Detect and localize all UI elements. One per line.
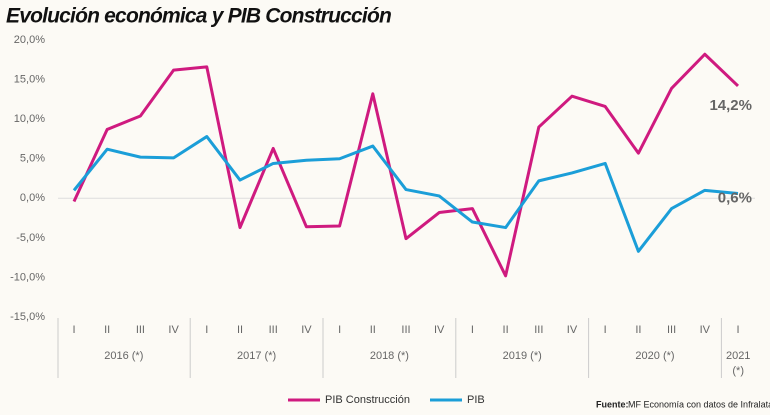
y-tick-label: 0,0% — [20, 192, 45, 204]
x-tick-label: IV — [700, 324, 711, 336]
series-line — [72, 52, 740, 278]
source-label: Fuente: — [596, 399, 629, 409]
x-tick-label: I — [604, 324, 607, 336]
x-tick-label: I — [72, 324, 75, 336]
x-tick-label: II — [503, 324, 509, 336]
group-label: 2017 (*) — [237, 350, 276, 362]
group-label: 2020 (*) — [635, 350, 674, 362]
group-label: 2018 (*) — [370, 350, 409, 362]
x-tick-label: I — [205, 324, 208, 336]
x-tick-label: II — [104, 324, 110, 336]
x-tick-label: IV — [567, 324, 578, 336]
y-tick-label: 20,0% — [14, 34, 45, 46]
x-tick-label: II — [370, 324, 376, 336]
y-tick-label: -10,0% — [10, 271, 45, 283]
x-tick-label: IV — [301, 324, 312, 336]
y-tick-label: -5,0% — [16, 232, 45, 244]
group-label: 2019 (*) — [503, 350, 542, 362]
source: MF Economía con datos de Infralatam — [628, 399, 770, 409]
group-label: 2021 (*) — [726, 350, 750, 377]
x-tick-label: III — [401, 324, 410, 336]
legend-label: PIB Construcción — [325, 394, 410, 406]
y-tick-label: 5,0% — [20, 153, 45, 165]
x-tick-label: IV — [434, 324, 445, 336]
x-tick-label: III — [136, 324, 145, 336]
value-label: 0,6% — [718, 190, 752, 207]
x-tick-label: III — [667, 324, 676, 336]
group-label: 2016 (*) — [104, 350, 143, 362]
x-tick-label: II — [237, 324, 243, 336]
y-tick-label: -15,0% — [10, 311, 45, 323]
x-tick-label: III — [269, 324, 278, 336]
series-line — [72, 135, 739, 253]
x-tick-label: I — [471, 324, 474, 336]
x-tick-label: III — [534, 324, 543, 336]
x-tick-label: I — [736, 324, 739, 336]
y-tick-label: 10,0% — [14, 113, 45, 125]
x-tick-label: IV — [168, 324, 179, 336]
legend-label: PIB — [467, 394, 485, 406]
x-tick-label: I — [338, 324, 341, 336]
x-tick-label: II — [635, 324, 641, 336]
chart-title: Evolución económica y PIB Construcción — [6, 5, 391, 28]
y-tick-label: 15,0% — [14, 73, 45, 85]
value-label: 14,2% — [709, 97, 752, 114]
